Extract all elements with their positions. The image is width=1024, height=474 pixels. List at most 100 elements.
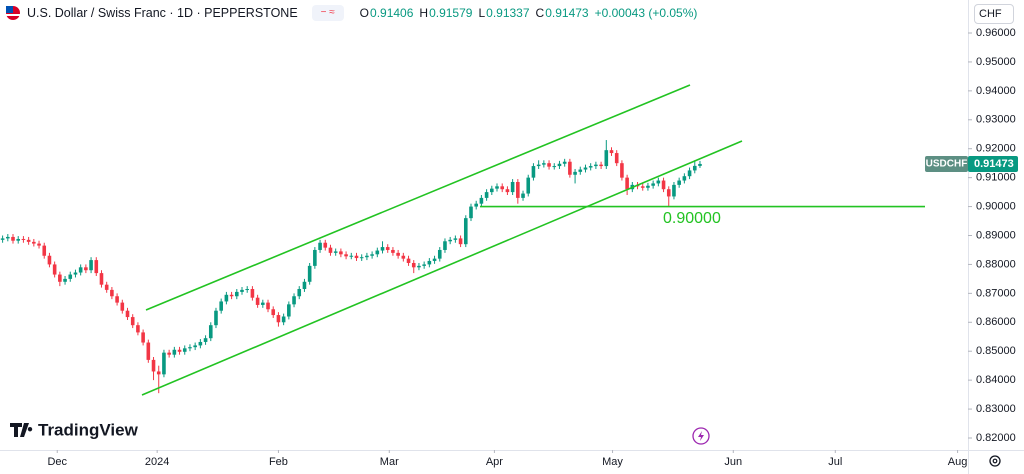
ohlc-value: 0.91579 [429,6,473,20]
candle-body [698,163,702,166]
candle-body [240,289,244,292]
indicator-toggle[interactable]: − ≈ [311,5,344,21]
candle-body [167,352,171,355]
last-price-label: 0.91473 [974,158,1014,170]
candle-body [692,165,697,171]
candle-body [687,170,692,177]
candle-body [146,342,151,360]
candle-body [162,352,166,375]
candle-body [458,238,463,245]
candle-body [0,238,5,240]
candle-body [375,250,380,255]
candle-body [469,206,473,219]
candle-body [536,164,541,167]
y-tick-label: 0.83000 [976,403,1016,415]
candle-body [281,316,286,323]
candle-body [73,272,78,275]
candle-body [490,188,494,193]
candle-body [68,274,73,279]
candle-body [359,257,364,259]
candle-body [495,186,499,189]
candle-body [640,186,645,188]
y-tick-label: 0.90000 [976,200,1016,212]
candle-body [177,349,182,352]
y-tick-label: 0.84000 [976,374,1016,386]
candle-body [474,203,478,207]
replay-icon[interactable] [692,427,710,445]
candle-body [11,236,15,241]
candle-body [37,243,41,246]
x-tick-label: Jul [828,456,842,468]
candle-body [411,262,416,268]
candle-body [151,359,156,372]
candle-body [417,265,421,268]
candle-body [463,218,468,245]
candle-body [365,255,369,258]
candle-body [182,348,187,352]
candle-body [531,166,536,178]
candle-body [302,281,307,290]
candle-body [110,289,114,297]
candle-body [354,255,359,259]
candle-body [130,317,135,326]
candle-body [505,189,510,193]
header: U.S. Dollar / Swiss Franc · 1D · PEPPERS… [0,0,703,26]
candle-body [422,264,426,266]
candle-body [406,258,411,263]
candle-body [500,186,505,190]
candle-body [339,251,343,255]
candle-body [443,241,447,250]
level-label: 0.90000 [663,210,721,227]
candle-body [573,171,577,175]
candle-body [313,249,317,266]
candle-body [396,252,400,256]
x-tick-label: Mar [380,456,399,468]
currency-button[interactable]: CHF [974,4,1014,24]
symbol-tag-label: USDCHF [926,159,968,170]
candle-body [547,163,551,167]
brand-logo: TradingView [10,420,139,439]
candle-body [318,242,322,250]
candle-body [156,371,161,375]
ohlc-letter: L [478,6,486,20]
y-tick-label: 0.86000 [976,316,1016,328]
candle-body [401,255,406,259]
candle-body [666,189,671,197]
candle-body [516,181,520,198]
y-tick-label: 0.82000 [976,432,1016,444]
candle-body [276,315,281,323]
candle-body [250,289,255,298]
ohlc-value: 0.91406 [370,6,414,20]
candle-body [484,192,489,198]
candle-body [120,302,125,311]
y-tick-label: 0.96000 [976,27,1016,39]
y-tick-label: 0.93000 [976,114,1016,126]
y-tick-label: 0.85000 [976,345,1016,357]
settings-icon[interactable] [989,455,1001,467]
candle-body [651,183,655,186]
candle-body [136,325,140,333]
candle-body [307,265,312,282]
channel-upper [145,84,691,311]
candle-body [568,161,572,175]
candle-body [21,238,26,240]
x-tick-label: 2024 [145,456,169,468]
flag-icon [6,6,20,20]
candle-body [203,338,208,342]
change: +0.00043 (+0.05%) [594,6,698,20]
candle-body [599,164,603,167]
candle-body [328,247,333,253]
candle-body [526,177,531,194]
candle-body [370,254,374,256]
candle-body [32,241,36,244]
plot-area [0,140,702,394]
ohlc-letter: O [359,6,370,20]
candle-body [344,254,348,257]
y-tick-label: 0.92000 [976,143,1016,155]
candle-body [562,161,567,164]
candle-body [261,302,265,305]
y-tick-label: 0.91000 [976,172,1016,184]
candle-body [661,180,666,190]
candle-body [656,180,661,184]
candle-body [448,239,452,242]
